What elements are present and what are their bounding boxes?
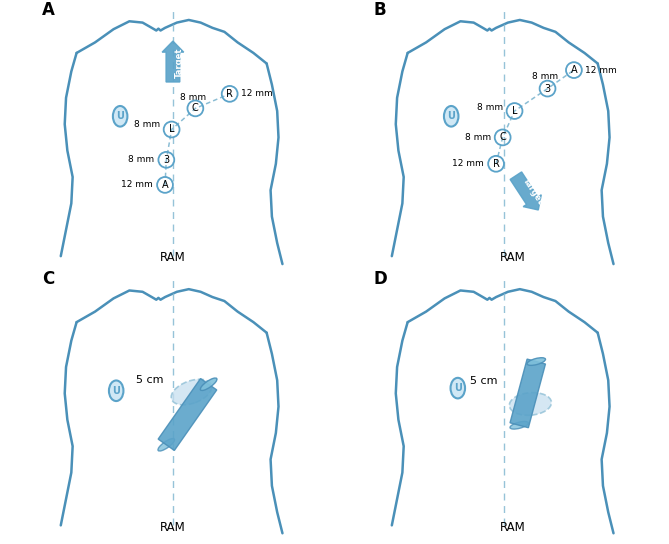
Text: 12 mm: 12 mm <box>241 89 272 98</box>
Text: R: R <box>226 89 233 99</box>
Text: 12 mm: 12 mm <box>585 66 617 75</box>
Text: A: A <box>42 1 55 18</box>
Text: 8 mm: 8 mm <box>180 93 206 102</box>
Text: D: D <box>373 270 387 288</box>
Text: U: U <box>112 386 120 396</box>
Text: L: L <box>169 125 175 134</box>
Text: C: C <box>192 103 199 113</box>
Polygon shape <box>158 379 217 450</box>
Ellipse shape <box>510 422 529 429</box>
Text: A: A <box>571 65 577 75</box>
Text: 8 mm: 8 mm <box>134 120 160 129</box>
FancyArrow shape <box>510 172 541 210</box>
Text: B: B <box>373 1 386 18</box>
Text: U: U <box>448 112 455 121</box>
Text: 3: 3 <box>163 155 169 165</box>
Text: RAM: RAM <box>500 521 526 534</box>
Text: 8 mm: 8 mm <box>532 72 558 81</box>
Ellipse shape <box>509 393 551 415</box>
Text: 8 mm: 8 mm <box>128 156 155 164</box>
Text: 5 cm: 5 cm <box>470 376 497 386</box>
Ellipse shape <box>171 379 211 405</box>
Ellipse shape <box>113 106 127 127</box>
Ellipse shape <box>450 378 465 398</box>
Text: 8 mm: 8 mm <box>465 133 491 142</box>
Text: RAM: RAM <box>160 521 186 534</box>
Text: C: C <box>499 132 506 143</box>
Text: A: A <box>162 180 169 190</box>
Text: C: C <box>42 270 55 288</box>
Text: U: U <box>454 383 462 393</box>
Text: R: R <box>492 159 500 169</box>
Text: RAM: RAM <box>160 251 186 264</box>
FancyArrow shape <box>162 41 184 82</box>
Text: Target: Target <box>520 176 545 206</box>
Ellipse shape <box>200 378 217 391</box>
Text: 12 mm: 12 mm <box>121 181 153 189</box>
Ellipse shape <box>158 438 175 451</box>
Polygon shape <box>510 359 545 428</box>
Text: Target: Target <box>175 47 184 78</box>
Ellipse shape <box>444 106 458 127</box>
Text: 12 mm: 12 mm <box>452 159 484 168</box>
Text: RAM: RAM <box>500 251 526 264</box>
Text: 3: 3 <box>545 84 551 94</box>
Ellipse shape <box>527 358 545 366</box>
Text: U: U <box>116 112 124 121</box>
Text: 8 mm: 8 mm <box>476 103 502 112</box>
Text: L: L <box>512 106 517 116</box>
Ellipse shape <box>109 380 124 401</box>
Text: 5 cm: 5 cm <box>136 375 164 385</box>
